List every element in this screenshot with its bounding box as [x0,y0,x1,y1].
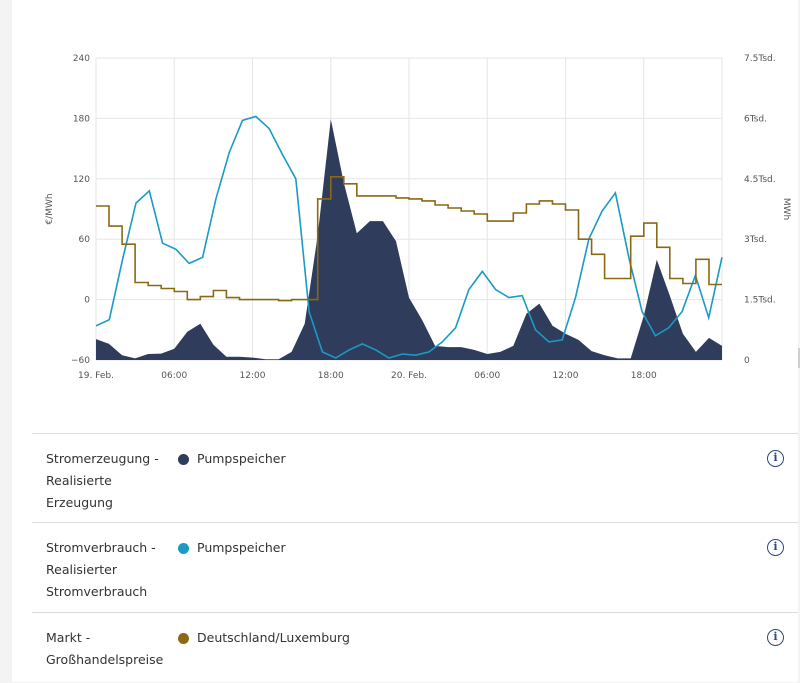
legend-category-label: Stromverbrauch - Realisierter Stromverbr… [46,540,156,599]
legend-series-label: Deutschland/Luxemburg [197,630,350,645]
chart-svg: 240 7.5Tsd. 180 6Tsd. 120 4.5Tsd. 60 3Tsd. 0 1.5T… [45,54,791,381]
y-right-tick-label: 6Tsd. [744,114,767,124]
info-icon[interactable]: i [767,629,784,646]
info-icon[interactable]: i [767,539,784,556]
y-right-tick-label: 7.5Tsd. [744,54,776,64]
x-tick-label: 12:00 [553,371,579,381]
series-area-generation [96,119,722,360]
series-color-dot [178,632,189,644]
legend-row-consumption: Stromverbrauch - Realisierter Stromverbr… [32,522,798,613]
x-tick-label: 06:00 [474,371,500,381]
series-step-price [96,176,722,302]
y-left-tick-label: 120 [73,175,90,185]
y-left-tick-label: 60 [79,235,91,245]
y-right-tick-label: 4.5Tsd. [744,175,776,185]
x-tick-label: 06:00 [161,371,187,381]
y-left-tick-label: 240 [73,54,90,64]
chart-panel: 240 7.5Tsd. 180 6Tsd. 120 4.5Tsd. 60 3Tsd. 0 1.5T… [12,0,800,683]
info-icon[interactable]: i [767,450,784,467]
legend-category-label: Markt - Großhandelspreise [46,630,164,667]
series-line-consumption [95,115,723,359]
x-tick-label: 18:00 [631,371,657,381]
y-right-tick-label: 0 [744,356,750,366]
x-tick-label: 19. Feb. [78,371,114,381]
legend-series-label: Pumpspeicher [197,540,286,555]
y-left-tick-label: 0 [84,296,90,306]
legend-series-item[interactable]: Deutschland/Luxemburg [178,627,350,649]
x-tick-label: 18:00 [318,371,344,381]
y-right-tick-label: 1.5Tsd. [744,296,776,306]
legend-row-market: Markt - Großhandelspreise Deutschland/Lu… [32,612,798,683]
series-color-dot [178,542,189,554]
scroll-edge [798,348,800,368]
y-right-tick-label: 3Tsd. [744,235,767,245]
x-tick-label: 12:00 [240,371,266,381]
y-right-axis-title: MWh [781,198,791,220]
y-left-tick-label: 180 [73,114,90,124]
y-left-tick-label: −60 [71,356,90,366]
y-left-axis-title: €/MWh [45,193,55,224]
legend-row-generation: Stromerzeugung - Realisierte Erzeugung P… [32,433,798,523]
legend-series-item[interactable]: Pumpspeicher [178,537,286,559]
legend-series-item[interactable]: Pumpspeicher [178,448,286,470]
x-tick-label: 20. Feb. [391,371,427,381]
chart-area: 240 7.5Tsd. 180 6Tsd. 120 4.5Tsd. 60 3Tsd. 0 1.5T… [12,0,798,400]
legend-category-label: Stromerzeugung - Realisierte Erzeugung [46,451,159,510]
legend-series-label: Pumpspeicher [197,451,286,466]
series-color-dot [178,453,189,465]
